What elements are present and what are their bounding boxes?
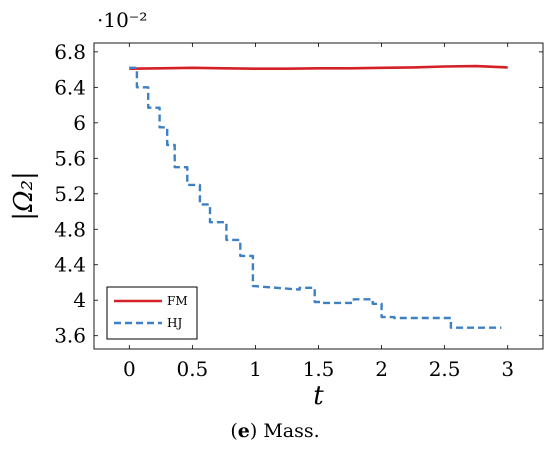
x-tick-label: 0 — [123, 357, 136, 381]
y-tick-label: 4.4 — [54, 253, 86, 277]
legend: FM HJ — [106, 286, 198, 340]
y-tick-label: 6.4 — [54, 75, 86, 99]
series-line-fm — [129, 64, 508, 70]
x-axis-label: t — [313, 381, 324, 411]
figure-caption: (e) Mass. — [230, 420, 320, 442]
y-tick-label: 6 — [73, 111, 86, 135]
y-axis-label: |Ω₂| — [9, 171, 39, 221]
y-tick-label: 5.6 — [54, 146, 86, 170]
y-tick-label: 3.6 — [54, 324, 86, 348]
series-layer — [129, 64, 508, 329]
y-tick-label: 4 — [73, 288, 86, 312]
y-tick-label: 5.2 — [54, 182, 86, 206]
x-tick-label: 1 — [249, 357, 262, 381]
x-tick-label: 2 — [375, 357, 388, 381]
series-line-hj — [129, 66, 502, 329]
y-axis-multiplier: ·10⁻² — [97, 8, 147, 32]
ticks-layer: 0 0.5 1 1.5 2 2.5 3 3.6 4 4.4 4.8 5.2 5.6 6 6.4 6.8 — [54, 40, 543, 381]
legend-label-hj: HJ — [167, 316, 182, 330]
line-chart: 0 0.5 1 1.5 2 2.5 3 3.6 4 4.4 4.8 5.2 5.6 6 6.4 6.8 FM H… — [9, 8, 544, 411]
legend-label-fm: FM — [167, 294, 188, 308]
x-tick-label: 2.5 — [429, 357, 461, 381]
legend-box — [106, 286, 198, 340]
x-tick-label: 0.5 — [176, 357, 208, 381]
x-tick-label: 3 — [501, 357, 514, 381]
caption-text: Mass. — [263, 420, 320, 442]
y-tick-label: 6.8 — [54, 40, 86, 64]
y-tick-label: 4.8 — [54, 217, 86, 241]
caption-label: e — [237, 420, 250, 442]
x-tick-label: 1.5 — [303, 357, 335, 381]
